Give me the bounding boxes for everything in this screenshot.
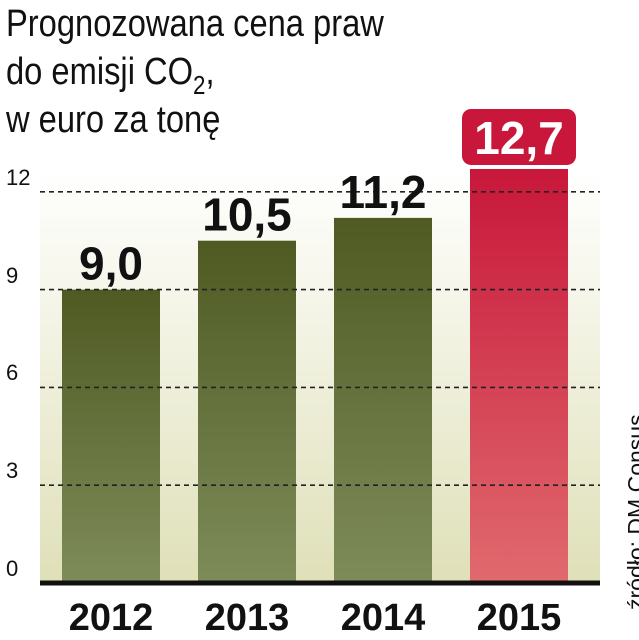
value-badge-2015 — [462, 108, 576, 165]
value-label-2014: 11,2 — [340, 166, 427, 218]
bar-2014 — [334, 217, 432, 583]
value-label-2015: 12,7 — [474, 112, 564, 164]
grid-lines — [40, 191, 600, 487]
y-tick-label-3: 3 — [6, 458, 19, 484]
x-label-2012: 2012 — [69, 597, 154, 639]
y-tick-label-6: 6 — [6, 360, 19, 386]
title-co2: do emisji CO — [6, 51, 194, 93]
title-co2-subscript: 2 — [193, 70, 206, 100]
x-label-2014: 2014 — [341, 597, 426, 639]
bar-2015 — [470, 168, 568, 584]
y-tick-label-0: 0 — [6, 556, 19, 581]
title-comma: , — [205, 51, 215, 93]
x-label-2013: 2013 — [205, 597, 290, 639]
value-label-2013: 10,5 — [202, 189, 292, 241]
y-tick-label-12: 12 — [6, 164, 31, 190]
bars-group — [62, 168, 568, 584]
bar-2012 — [62, 289, 160, 583]
bar-2013 — [198, 240, 296, 583]
title-line-1: Prognozowana cena praw — [6, 3, 384, 45]
value-labels-group: 9,0 10,5 11,2 12,7 — [79, 108, 576, 290]
title-line-3: w euro za tonę — [6, 99, 221, 141]
source-note: źródło: DM Consus — [623, 414, 639, 610]
value-label-2012: 9,0 — [79, 238, 143, 290]
y-tick-label-9: 9 — [6, 262, 19, 288]
title-line-2: do emisji CO2, — [6, 50, 215, 100]
x-axis-labels: 2012 2013 2014 2015 — [69, 597, 562, 639]
x-label-2015: 2015 — [477, 597, 562, 639]
